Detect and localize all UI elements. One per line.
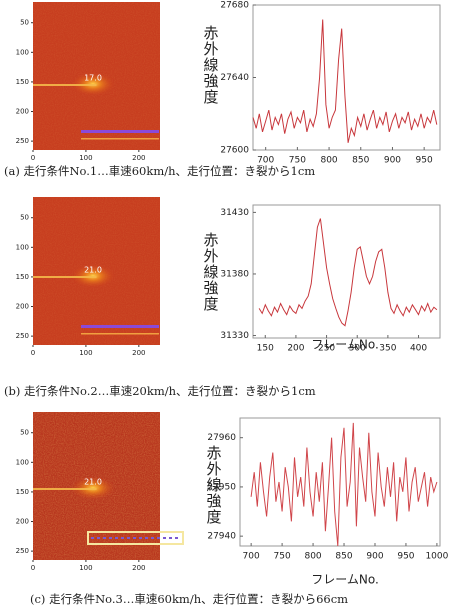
x-tick-label: 700 [243, 552, 260, 562]
x-tick-label: 850 [352, 156, 369, 166]
y-tick-label: 150 [16, 78, 29, 86]
x-tick-label: 800 [304, 552, 321, 562]
y-axis-label: 赤外線強度 [205, 445, 223, 525]
y-tick-label: 250 [16, 332, 29, 340]
x-tick-label: 150 [257, 344, 274, 354]
y-tick-label: 200 [16, 518, 29, 526]
x-tick-label: 950 [416, 156, 433, 166]
x-tick-label: 1000 [425, 552, 448, 562]
bright-line [33, 84, 97, 86]
marker-line [81, 130, 159, 133]
y-tick-label: 100 [16, 48, 29, 56]
x-tick-label: 300 [349, 344, 366, 354]
data-line [250, 422, 438, 547]
y-tick-label: 50 [20, 429, 29, 437]
caption: (b) 走行条件No.2…車速20km/h、走行位置：き裂から1cm [4, 384, 316, 398]
x-tick-label: 350 [379, 344, 396, 354]
marker-line-2 [81, 138, 159, 140]
bright-line [33, 488, 97, 490]
y-tick-label: 27600 [220, 146, 249, 156]
x-tick-label: 100 [79, 349, 92, 357]
x-axis-label: フレームNo. [311, 573, 379, 587]
y-tick-label: 250 [16, 137, 29, 145]
x-tick-label: 850 [335, 552, 352, 562]
y-tick-label: 31330 [220, 331, 249, 341]
y-tick-label: 100 [16, 458, 29, 466]
marker-line-2 [81, 333, 159, 335]
x-tick-label: 950 [397, 552, 414, 562]
y-tick-label: 100 [16, 243, 29, 251]
y-tick-label: 250 [16, 547, 29, 555]
x-tick-label: 750 [289, 156, 306, 166]
y-tick-label: 27960 [207, 433, 236, 443]
y-tick-label: 50 [20, 214, 29, 222]
temperature-label: 17.0 [84, 74, 102, 83]
x-tick-label: 100 [79, 564, 92, 572]
y-tick-label: 200 [16, 108, 29, 116]
y-tick-label: 27640 [220, 73, 249, 83]
temperature-label: 21.0 [84, 266, 102, 275]
y-axis-label: 赤外線強度 [202, 232, 220, 312]
x-tick-label: 200 [132, 564, 145, 572]
x-tick-label: 0 [31, 564, 35, 572]
data-line [252, 19, 438, 143]
x-tick-label: 800 [320, 156, 337, 166]
y-tick-label: 27950 [207, 482, 236, 492]
x-tick-label: 900 [366, 552, 383, 562]
x-tick-label: 200 [287, 344, 304, 354]
y-tick-label: 200 [16, 303, 29, 311]
x-tick-label: 100 [79, 154, 92, 162]
caption: (a) 走行条件No.1…車速60km/h、走行位置：き裂から1cm [4, 164, 315, 178]
y-tick-label: 31380 [220, 269, 249, 279]
marker-box [87, 531, 184, 545]
x-tick-label: 900 [384, 156, 401, 166]
y-tick-label: 27940 [207, 532, 236, 542]
marker-line [81, 325, 159, 328]
y-tick-label: 27680 [220, 1, 249, 11]
x-tick-label: 0 [31, 154, 35, 162]
x-tick-label: 250 [318, 344, 335, 354]
temperature-label: 21.0 [84, 478, 102, 487]
y-tick-label: 150 [16, 273, 29, 281]
x-tick-label: 750 [274, 552, 291, 562]
x-tick-label: 200 [132, 349, 145, 357]
x-tick-label: 700 [257, 156, 274, 166]
data-line [258, 218, 438, 327]
bright-line [33, 276, 97, 278]
x-tick-label: 0 [31, 349, 35, 357]
y-tick-label: 50 [20, 19, 29, 27]
x-tick-label: 200 [132, 154, 145, 162]
y-axis-label: 赤外線強度 [202, 25, 220, 105]
x-tick-label: 400 [410, 344, 427, 354]
x-axis-label: フレームNo. [311, 338, 379, 352]
y-tick-label: 150 [16, 488, 29, 496]
caption: (c) 走行条件No.3…車速60km/h、走行位置：き裂から66cm [30, 592, 348, 606]
y-tick-label: 31430 [220, 208, 249, 218]
